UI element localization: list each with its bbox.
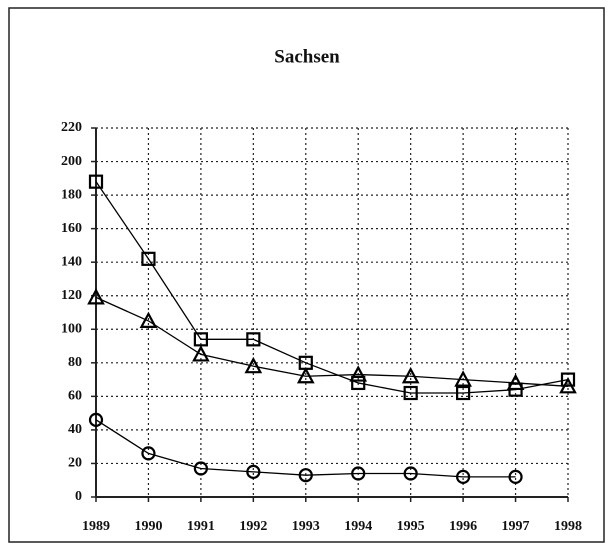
series-line xyxy=(95,181,569,394)
marker-circle xyxy=(246,464,261,479)
x-tick-label: 1990 xyxy=(134,519,162,534)
x-tick-label: 1998 xyxy=(554,519,582,534)
x-tick-label: 1996 xyxy=(449,519,477,534)
y-tick-label: 120 xyxy=(61,288,82,303)
marker-square xyxy=(456,385,471,401)
marker-circle xyxy=(403,466,418,481)
y-tick-label: 200 xyxy=(61,154,82,169)
marker-triangle xyxy=(349,365,368,382)
y-tick-label: 20 xyxy=(68,456,82,471)
marker-square xyxy=(88,174,104,189)
marker-square xyxy=(246,332,261,347)
y-tick-label: 220 xyxy=(61,120,82,135)
marker-triangle xyxy=(506,373,525,391)
marker-circle xyxy=(193,461,208,476)
marker-triangle xyxy=(244,356,263,374)
y-tick-label: 0 xyxy=(75,489,82,504)
marker-circle xyxy=(508,469,523,484)
marker-circle xyxy=(88,412,104,427)
y-tick-label: 100 xyxy=(61,321,82,336)
marker-circle xyxy=(351,466,366,481)
x-tick-label: 1991 xyxy=(187,519,215,534)
marker-triangle xyxy=(559,376,577,394)
y-tick-label: 40 xyxy=(68,422,82,437)
y-tick-label: 160 xyxy=(61,221,82,236)
x-tick-label: 1994 xyxy=(344,519,372,534)
marker-circle xyxy=(141,446,156,461)
marker-square xyxy=(403,385,418,401)
series-line xyxy=(95,419,516,478)
x-tick-label: 1993 xyxy=(292,519,320,534)
x-tick-label: 1992 xyxy=(239,519,267,534)
marker-triangle xyxy=(401,366,420,384)
y-tick-label: 80 xyxy=(68,355,82,370)
series-line xyxy=(95,296,569,387)
marker-circle xyxy=(298,468,313,483)
marker-triangle xyxy=(454,370,472,387)
marker-triangle xyxy=(87,288,105,305)
marker-square xyxy=(351,375,366,391)
marker-triangle xyxy=(296,366,315,384)
x-tick-label: 1989 xyxy=(82,519,110,534)
chart-border xyxy=(8,7,605,543)
x-tick-label: 1995 xyxy=(397,519,425,534)
y-tick-label: 180 xyxy=(61,187,82,202)
marker-triangle xyxy=(139,311,158,328)
marker-circle xyxy=(456,469,471,484)
chart-title: Sachsen xyxy=(274,46,340,67)
y-tick-label: 140 xyxy=(61,254,82,269)
marker-square xyxy=(141,251,156,266)
x-tick-label: 1997 xyxy=(502,519,530,534)
marker-triangle xyxy=(192,345,210,362)
marker-square xyxy=(560,372,576,387)
y-tick-label: 60 xyxy=(68,389,82,404)
